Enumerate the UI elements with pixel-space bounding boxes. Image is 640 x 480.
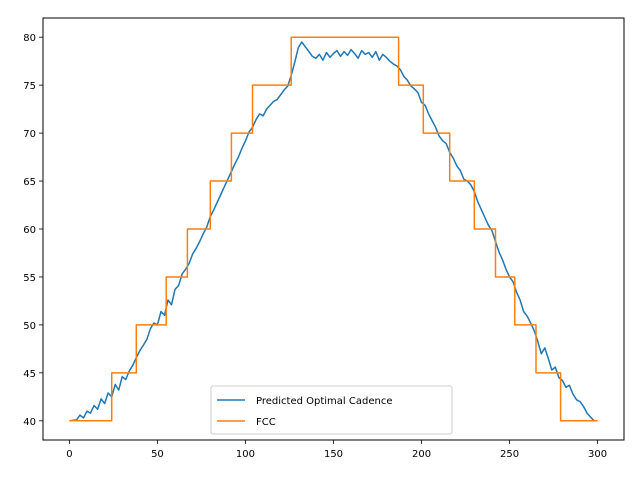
x-tick-label: 200 <box>412 449 431 460</box>
legend-label-predicted: Predicted Optimal Cadence <box>256 396 392 407</box>
x-tick-label: 300 <box>588 449 607 460</box>
y-tick-label: 80 <box>23 33 36 44</box>
legend-label-fcc: FCC <box>256 417 276 428</box>
y-tick-label: 65 <box>23 177 36 188</box>
y-tick-label: 40 <box>23 417 36 428</box>
y-tick-label: 45 <box>23 369 36 380</box>
legend: Predicted Optimal Cadence FCC <box>210 385 453 435</box>
series-line-predicted-optimal-cadence <box>69 41 595 422</box>
x-tick-label: 50 <box>151 449 164 460</box>
y-tick-label: 55 <box>23 273 36 284</box>
x-axis: 0 50 100 150 200 250 300 <box>66 440 607 460</box>
y-tick-label: 60 <box>23 225 36 236</box>
x-tick-label: 0 <box>66 449 72 460</box>
y-tick-label: 50 <box>23 321 36 332</box>
plot-lines <box>69 36 598 422</box>
x-tick-label: 250 <box>500 449 519 460</box>
series-line-fcc <box>69 36 598 422</box>
y-tick-label: 75 <box>23 81 36 92</box>
y-axis: 40 45 50 55 60 65 70 75 80 <box>23 33 43 428</box>
y-tick-label: 70 <box>23 129 36 140</box>
x-tick-label: 150 <box>324 449 343 460</box>
x-tick-label: 100 <box>236 449 255 460</box>
legend-box <box>210 385 453 435</box>
